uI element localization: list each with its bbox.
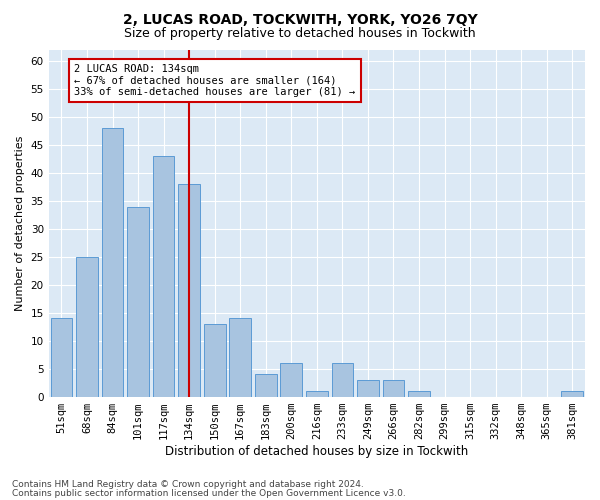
Bar (280, 363, 302, 396)
Bar (408, 391, 430, 396)
Bar (332, 363, 353, 396)
X-axis label: Distribution of detached houses by size in Tockwith: Distribution of detached houses by size … (165, 444, 469, 458)
Bar (229, 318, 251, 396)
Bar (562, 391, 583, 396)
Bar (255, 374, 277, 396)
Bar (178, 184, 200, 396)
Bar (50, 318, 72, 396)
Bar (153, 156, 175, 396)
Bar (306, 391, 328, 396)
Text: Contains HM Land Registry data © Crown copyright and database right 2024.: Contains HM Land Registry data © Crown c… (12, 480, 364, 489)
Text: 2 LUCAS ROAD: 134sqm
← 67% of detached houses are smaller (164)
33% of semi-deta: 2 LUCAS ROAD: 134sqm ← 67% of detached h… (74, 64, 355, 97)
Bar (383, 380, 404, 396)
Text: 2, LUCAS ROAD, TOCKWITH, YORK, YO26 7QY: 2, LUCAS ROAD, TOCKWITH, YORK, YO26 7QY (122, 12, 478, 26)
Text: Size of property relative to detached houses in Tockwith: Size of property relative to detached ho… (124, 28, 476, 40)
Bar (204, 324, 226, 396)
Y-axis label: Number of detached properties: Number of detached properties (15, 136, 25, 311)
Text: Contains public sector information licensed under the Open Government Licence v3: Contains public sector information licen… (12, 488, 406, 498)
Bar (127, 206, 149, 396)
Bar (101, 128, 124, 396)
Bar (76, 257, 98, 396)
Bar (357, 380, 379, 396)
